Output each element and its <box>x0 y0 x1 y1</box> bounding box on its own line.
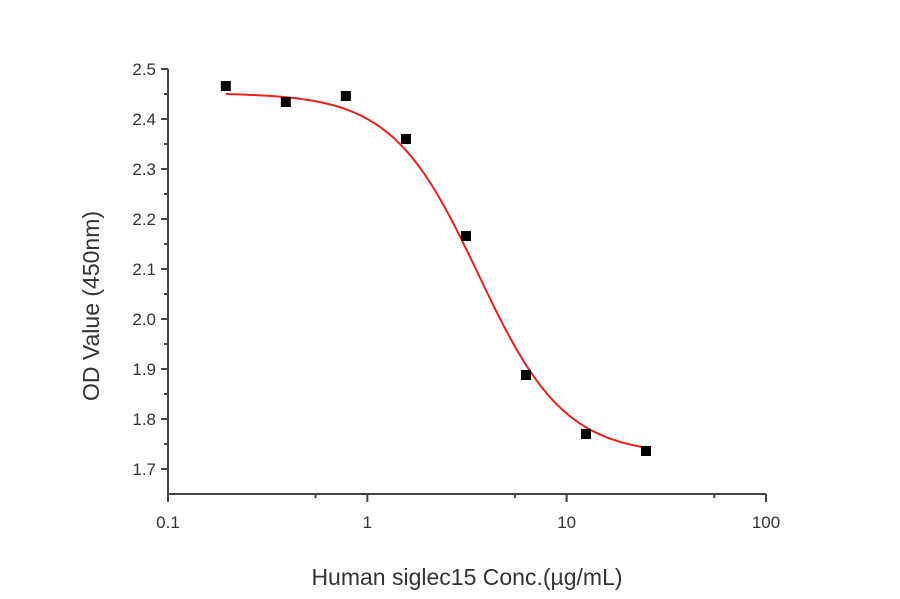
y-tick-label: 2.1 <box>132 260 156 279</box>
x-tick-label: 100 <box>752 513 780 532</box>
y-tick-label: 2.0 <box>132 310 156 329</box>
y-tick-label: 2.4 <box>132 110 156 129</box>
data-point-square <box>520 370 531 380</box>
x-tick-label: 10 <box>557 513 576 532</box>
y-axis-title: OD Value (450nm) <box>78 211 104 401</box>
data-points <box>220 81 651 456</box>
y-tick-label: 1.7 <box>132 460 156 479</box>
data-point-square <box>340 91 351 101</box>
data-point-square <box>580 429 591 439</box>
y-tick-label: 2.5 <box>132 60 156 79</box>
fit-curve <box>225 93 647 449</box>
data-point-square <box>460 231 471 241</box>
data-point-square <box>280 97 291 107</box>
y-tick-label: 2.3 <box>132 160 156 179</box>
y-tick-label: 2.2 <box>132 210 156 229</box>
x-tick-label: 0.1 <box>156 513 180 532</box>
data-point-square <box>220 81 231 91</box>
data-point-square <box>640 446 651 456</box>
data-point-square <box>400 134 411 144</box>
fit-curve-path <box>225 93 647 449</box>
x-tick-label: 1 <box>363 513 372 532</box>
y-tick-label: 1.9 <box>132 360 156 379</box>
x-axis-title: Human siglec15 Conc.(µg/mL) <box>311 564 622 590</box>
y-tick-label: 1.8 <box>132 410 156 429</box>
axes: 1.7 1.8 1.9 2.0 2.1 2.2 2.3 2.4 2.5 0.1 1 10 100 <box>132 60 780 532</box>
